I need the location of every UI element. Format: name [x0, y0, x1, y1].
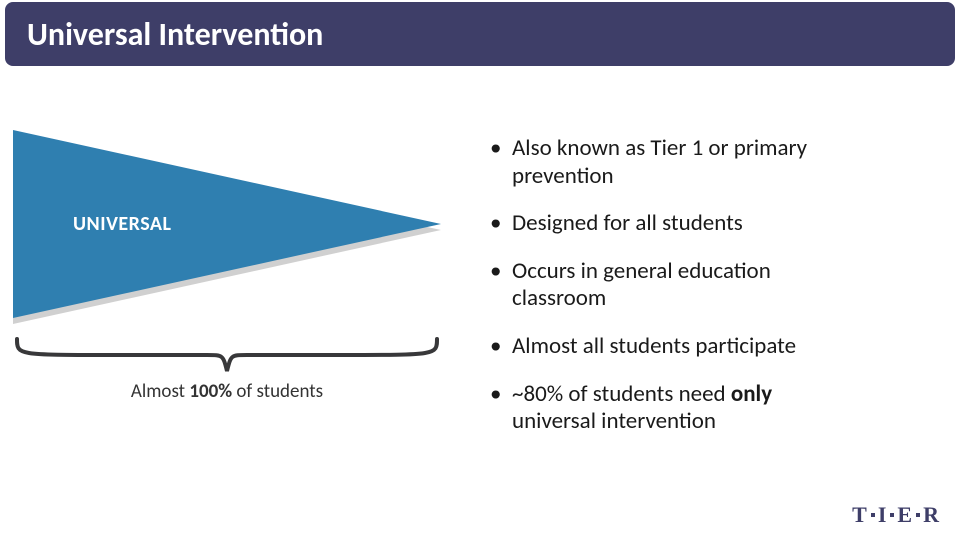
- bullet-text: prevention: [512, 163, 930, 191]
- tier-logo: TIER: [852, 502, 940, 528]
- bullet-item: Occurs in general education classroom: [490, 258, 930, 313]
- bullet-item: Almost all students participate: [490, 333, 930, 361]
- caption-prefix: Almost: [131, 380, 189, 403]
- logo-letter: T: [852, 502, 868, 527]
- bullet-item: Designed for all students: [490, 210, 930, 238]
- pennant-triangle: UNIVERSAL: [13, 130, 441, 318]
- slide-header: Universal Intervention: [5, 2, 955, 66]
- logo-dot: [890, 513, 894, 517]
- logo-letter: I: [878, 502, 888, 527]
- bullet-item: ~80% of students need only universal int…: [490, 381, 930, 436]
- logo-letter: R: [923, 502, 940, 527]
- bullet-text-bold: only: [731, 380, 772, 408]
- pennant-label: UNIVERSAL: [73, 212, 172, 236]
- caption-bold: 100%: [189, 380, 232, 403]
- caption-suffix: of students: [232, 380, 323, 403]
- brace: [13, 335, 441, 377]
- bullet-text: Also known as Tier 1 or primary: [512, 134, 807, 162]
- bullet-text: Almost all students participate: [512, 332, 796, 360]
- bullet-list: Also known as Tier 1 or primary preventi…: [490, 135, 930, 456]
- slide-title: Universal Intervention: [27, 15, 323, 54]
- logo-dot: [916, 513, 920, 517]
- pennant-diagram: UNIVERSAL: [13, 130, 443, 350]
- bullet-text: Occurs in general education: [512, 257, 771, 285]
- bullet-text: universal intervention: [512, 408, 930, 436]
- bullet-text: ~80% of students need: [512, 380, 731, 408]
- bullet-text: Designed for all students: [512, 209, 743, 237]
- logo-dot: [871, 513, 875, 517]
- bullet-item: Also known as Tier 1 or primary preventi…: [490, 135, 930, 190]
- logo-letter: E: [897, 502, 913, 527]
- bullet-text: classroom: [512, 285, 930, 313]
- diagram-caption: Almost 100% of students: [13, 380, 441, 403]
